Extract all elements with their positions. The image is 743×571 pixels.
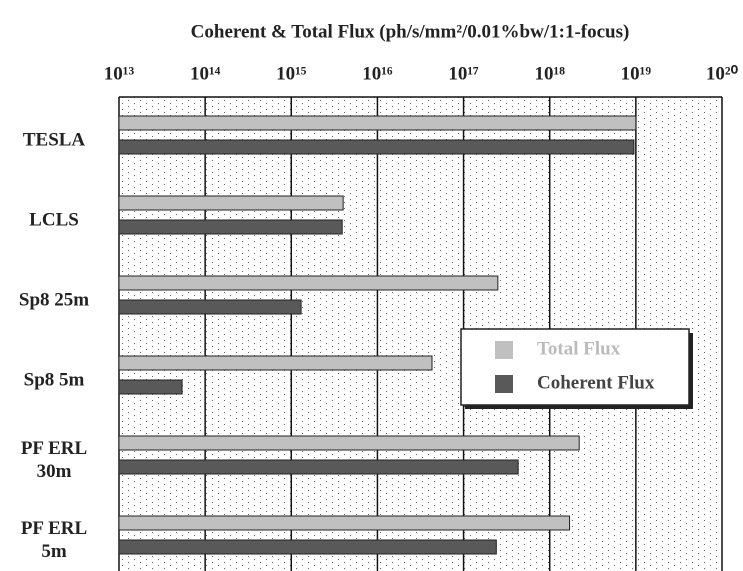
legend-label: Total Flux <box>537 338 621 359</box>
bar <box>118 219 343 235</box>
legend-swatch <box>495 375 513 393</box>
bar <box>118 299 302 315</box>
bar <box>118 539 497 555</box>
y-tick-label: PF ERL 5m <box>20 518 88 562</box>
bar <box>118 115 637 131</box>
x-tick-label: 10¹⁴ <box>190 63 221 84</box>
bar <box>118 435 580 451</box>
bar <box>118 379 183 395</box>
x-tick-label: 10¹⁸ <box>535 63 566 84</box>
x-tick-label: 10²⁰ <box>706 63 739 84</box>
y-tick-label: Sp8 5m <box>23 369 85 391</box>
bar <box>118 355 433 371</box>
x-tick-label: 10¹⁷ <box>448 63 479 84</box>
y-tick-label: PF ERL 30m <box>20 438 88 482</box>
bar <box>118 195 344 211</box>
x-tick-label: 10¹⁹ <box>621 63 652 84</box>
bar <box>118 459 519 475</box>
chart-title: Coherent & Total Flux (ph/s/mm²/0.01%bw/… <box>191 21 630 42</box>
x-tick-label: 10¹³ <box>104 63 135 84</box>
x-tick-label: 10¹⁵ <box>276 63 307 84</box>
legend-swatch <box>495 341 513 359</box>
bar <box>118 139 635 155</box>
y-tick-label: LCLS <box>29 209 79 231</box>
bar <box>118 275 499 291</box>
y-tick-label: TESLA <box>22 129 86 151</box>
legend-label: Coherent Flux <box>537 372 655 393</box>
bar <box>118 515 571 531</box>
y-tick-label: Sp8 25m <box>18 289 90 311</box>
x-tick-label: 10¹⁶ <box>362 63 393 84</box>
